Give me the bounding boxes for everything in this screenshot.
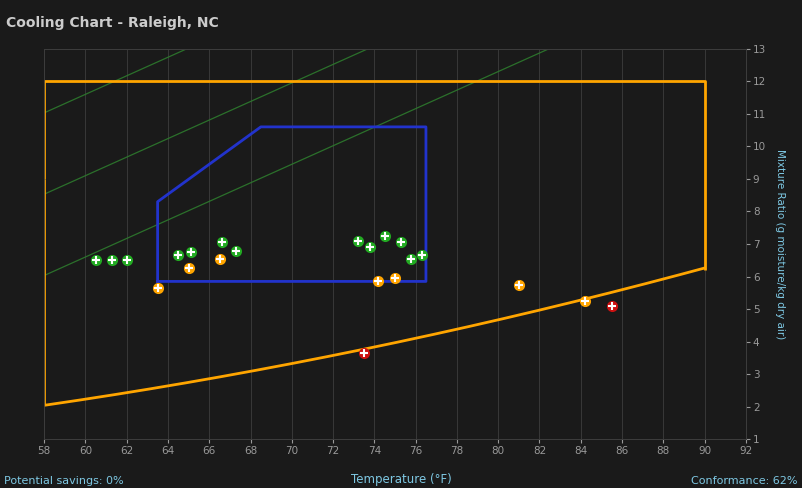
Text: Temperature (°F): Temperature (°F) [350,472,452,486]
Y-axis label: Mixture Ratio (g moisture/kg dry air): Mixture Ratio (g moisture/kg dry air) [776,149,785,339]
Text: Potential savings: 0%: Potential savings: 0% [4,476,124,486]
Text: Cooling Chart - Raleigh, NC: Cooling Chart - Raleigh, NC [6,16,219,30]
Text: Conformance: 62%: Conformance: 62% [691,476,798,486]
